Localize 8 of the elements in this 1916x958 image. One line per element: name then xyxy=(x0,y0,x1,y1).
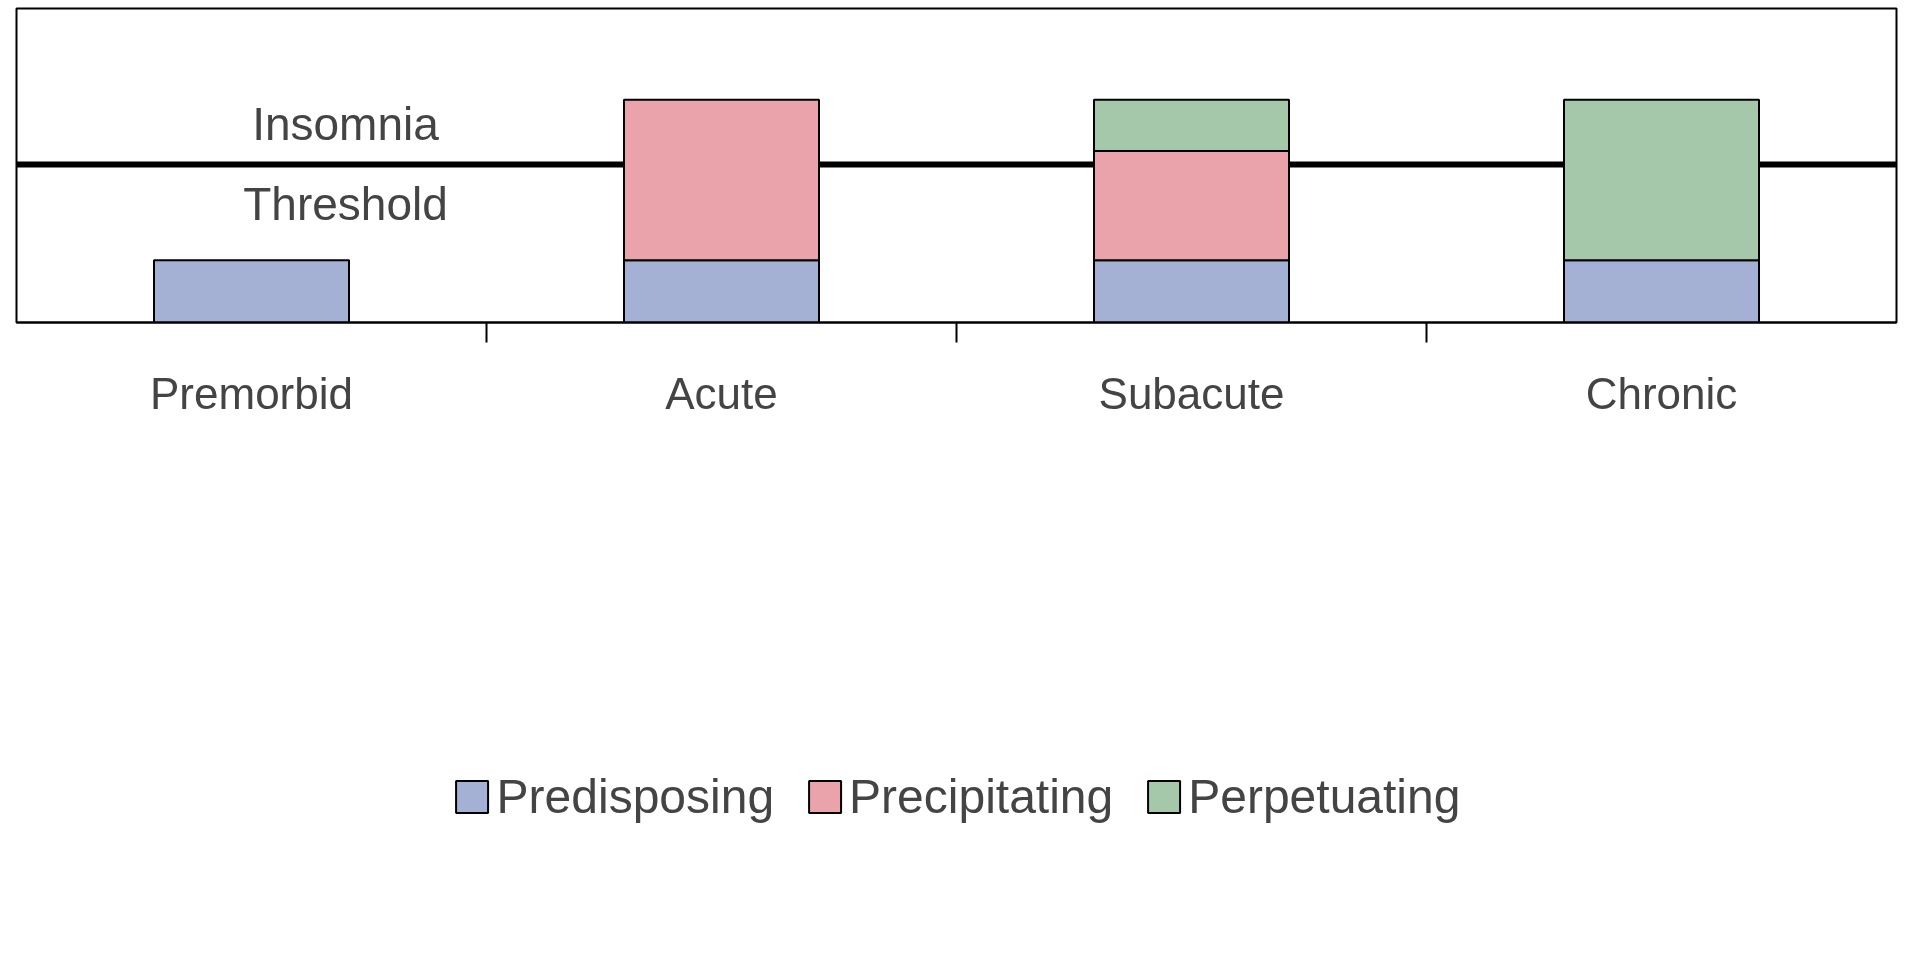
legend-label: Predisposing xyxy=(496,768,775,824)
x-tick-label: Chronic xyxy=(1585,368,1738,418)
legend-label: Precipitating xyxy=(849,768,1114,824)
x-tick-label: Premorbid xyxy=(150,368,353,418)
x-tick-label: Subacute xyxy=(1098,368,1285,418)
ref-line-label: Insomnia Threshold xyxy=(243,98,448,231)
legend-label: Perpetuating xyxy=(1188,768,1461,824)
x-tick-label: Acute xyxy=(665,368,778,418)
